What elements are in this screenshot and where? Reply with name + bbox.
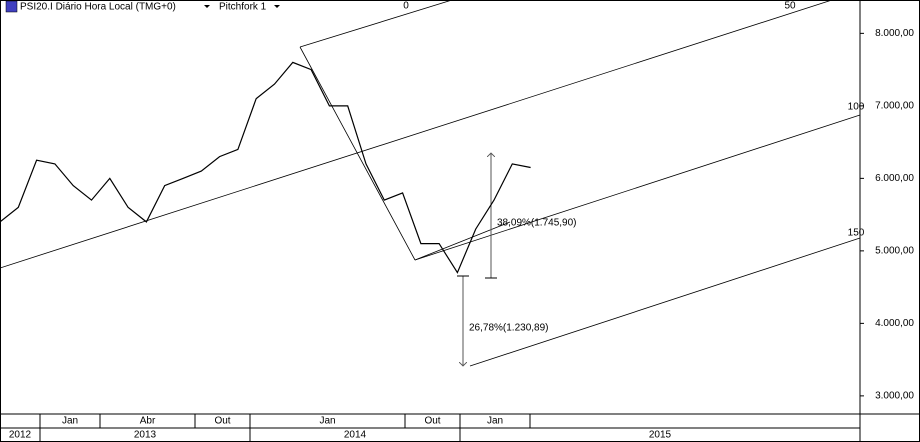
y-tick-label: 5.000,00: [875, 246, 914, 257]
pitchfork-line: [299, 0, 453, 48]
y-tick-label: 8.000,00: [875, 28, 914, 39]
x-tick-label: Jan: [319, 416, 335, 427]
pitchfork-line: [469, 237, 861, 367]
pitchfork-handle: [299, 46, 416, 261]
price-line: [0, 61, 531, 274]
pitchfork-line: [414, 114, 861, 261]
symbol-icon[interactable]: [5, 0, 18, 13]
dropdown-arrow[interactable]: [274, 5, 280, 8]
pitchfork-line: [0, 0, 833, 269]
x-tick-label: Abr: [140, 416, 156, 427]
study-title[interactable]: Pitchfork 1: [219, 2, 267, 13]
x-tick-label: Out: [424, 416, 440, 427]
x-year-label: 2012: [9, 430, 32, 441]
annotation: 38,09%(1.745,90): [497, 218, 577, 229]
y-tick-label: 3.000,00: [875, 391, 914, 402]
pitchfork-label: 100: [848, 102, 865, 113]
pitchfork: [0, 0, 861, 367]
x-tick-label: Out: [214, 416, 230, 427]
x-tick-label: Jan: [62, 416, 78, 427]
x-year-label: 2014: [344, 430, 367, 441]
pitchfork-label: 0: [403, 1, 409, 12]
y-tick-label: 6.000,00: [875, 173, 914, 184]
pitchfork-handle: [414, 221, 511, 261]
dropdown-arrow[interactable]: [204, 5, 210, 8]
y-tick-label: 7.000,00: [875, 100, 914, 111]
symbol-title[interactable]: PSI20.I Diário Hora Local (TMG+0): [20, 2, 176, 13]
pitchfork-label: 150: [848, 228, 865, 239]
pitchfork-label: 50: [784, 1, 796, 12]
x-tick-label: Jan: [487, 416, 503, 427]
y-tick-label: 4.000,00: [875, 318, 914, 329]
x-year-label: 2015: [649, 430, 672, 441]
annotation: 26,78%(1.230,89): [469, 323, 549, 334]
x-year-label: 2013: [134, 430, 157, 441]
